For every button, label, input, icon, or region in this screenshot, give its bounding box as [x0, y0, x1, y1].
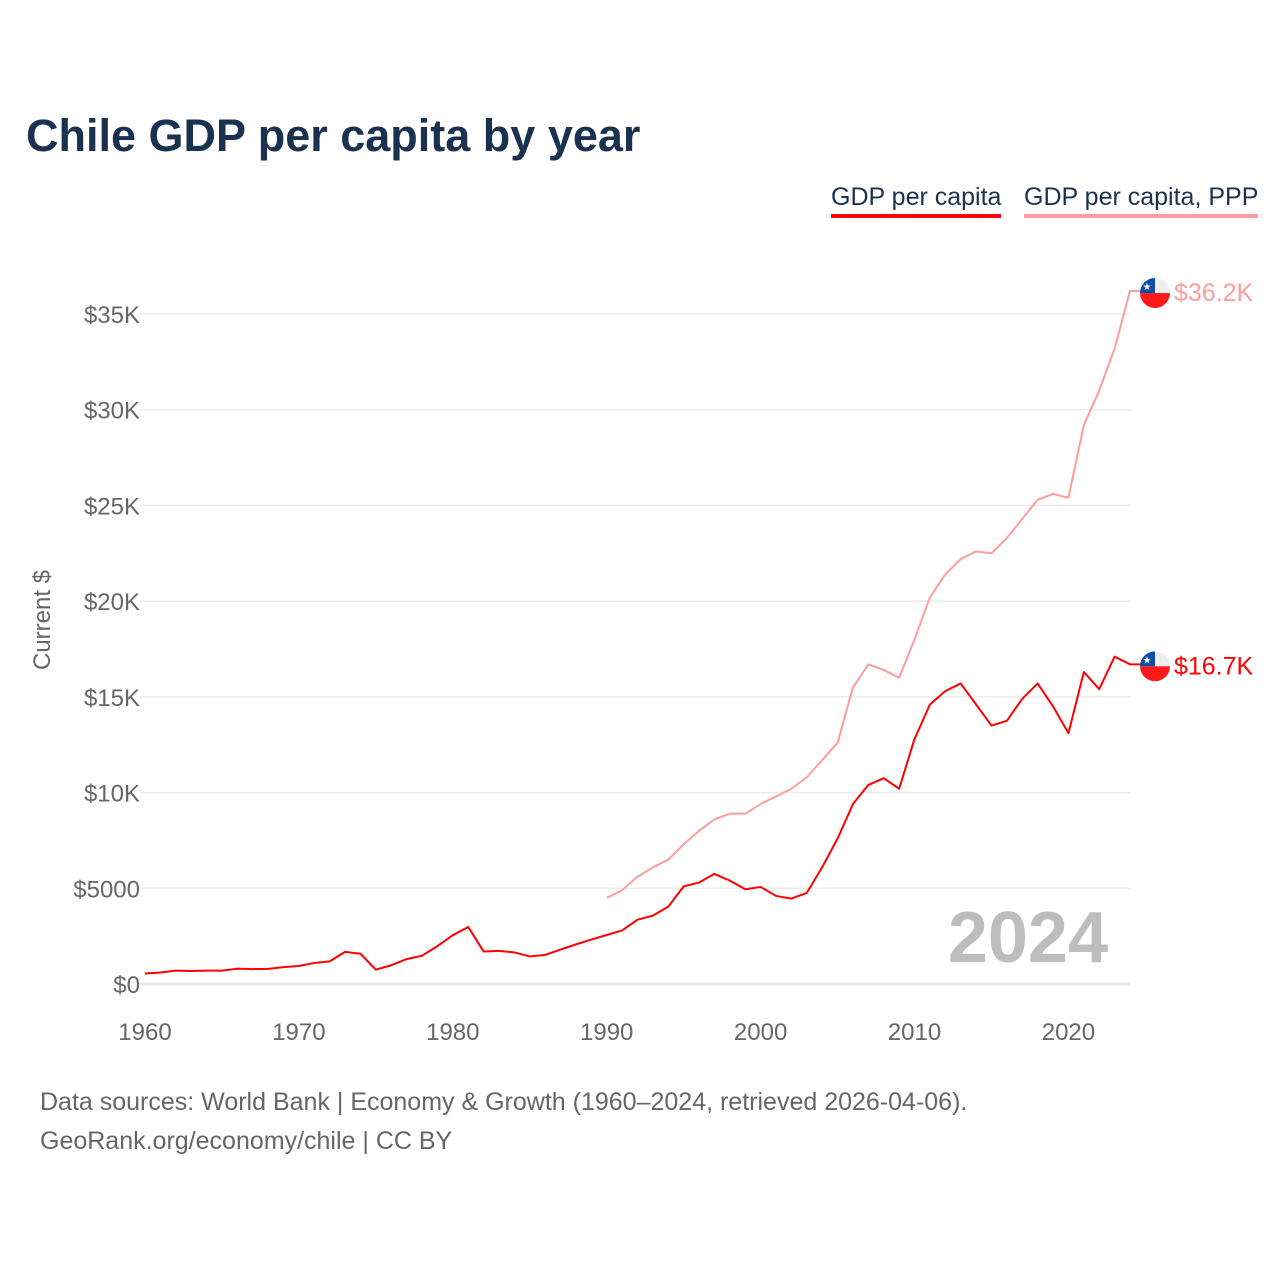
svg-text:★: ★	[1143, 282, 1152, 293]
year-watermark: 2024	[948, 898, 1108, 978]
chile-flag-icon: ★	[1140, 278, 1170, 309]
x-tick-label: 1980	[426, 1019, 479, 1046]
x-tick-label: 2000	[734, 1019, 787, 1046]
series-line	[606, 290, 1145, 899]
svg-text:★: ★	[1143, 655, 1152, 666]
y-tick-label: $30K	[84, 398, 140, 425]
y-tick-label: $5000	[73, 876, 140, 903]
y-tick-label: $10K	[84, 781, 140, 808]
x-tick-label: 2020	[1042, 1019, 1095, 1046]
y-tick-label: $0	[113, 972, 140, 999]
x-tick-label: 2010	[888, 1019, 941, 1046]
y-tick-label: $20K	[84, 589, 140, 616]
x-tick-label: 1970	[272, 1019, 325, 1046]
y-tick-label: $15K	[84, 685, 140, 712]
legend-gdp-per-capita-ppp[interactable]: GDP per capita, PPP	[1024, 183, 1259, 218]
y-tick-label: $35K	[84, 302, 140, 329]
legend-gdp-per-capita[interactable]: GDP per capita	[831, 183, 1002, 218]
x-tick-label: 1990	[580, 1019, 633, 1046]
footer-credit: GeoRank.org/economy/chile | CC BY	[40, 1127, 453, 1155]
series-line	[144, 655, 1145, 975]
end-value-label: $36.2K	[1174, 279, 1254, 307]
footer-sources: Data sources: World Bank | Economy & Gro…	[40, 1088, 968, 1116]
y-tick-label: $25K	[84, 493, 140, 520]
x-tick-label: 1960	[118, 1019, 171, 1046]
end-value-label: $16.7K	[1174, 652, 1254, 680]
chile-flag-icon: ★	[1140, 651, 1170, 682]
chart-title: Chile GDP per capita by year	[26, 110, 641, 161]
y-axis-label: Current $	[29, 570, 56, 670]
